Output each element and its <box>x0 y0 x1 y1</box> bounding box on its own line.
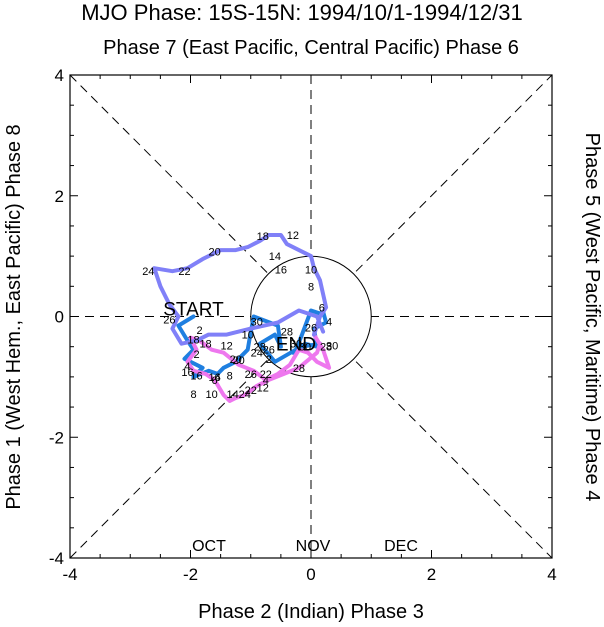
x-tick-label: -2 <box>183 565 198 584</box>
y-tick-label: -4 <box>49 549 64 568</box>
point-label: 24 <box>142 266 154 278</box>
point-label: 26 <box>245 369 257 381</box>
legend-entry-nov: NOV <box>296 538 331 555</box>
point-label: 30 <box>251 316 263 328</box>
point-label: 14 <box>227 389 239 401</box>
point-label: 8 <box>190 389 196 401</box>
point-label: 26 <box>163 315 175 327</box>
start-label: START <box>163 300 224 321</box>
point-label: 10 <box>242 330 254 342</box>
point-label: 12 <box>257 383 269 395</box>
series-line-nov <box>185 332 332 403</box>
point-label: 4 <box>184 361 190 373</box>
series-line-dec <box>152 233 329 346</box>
diagonal-line <box>69 74 553 559</box>
point-label: 22 <box>260 369 272 381</box>
point-label: 2 <box>266 354 272 366</box>
point-label: 14 <box>208 372 220 384</box>
point-label: 30 <box>326 340 338 352</box>
x-tick-label: 4 <box>547 565 556 584</box>
point-label: 2 <box>193 349 199 361</box>
y-tick-label: 0 <box>55 308 64 327</box>
point-label: 22 <box>245 385 257 397</box>
point-label: 6 <box>319 302 325 314</box>
point-label: 2 <box>196 325 202 337</box>
point-label: 20 <box>230 354 242 366</box>
point-label: 28 <box>320 342 332 354</box>
point-label: 18 <box>187 334 199 346</box>
point-label: 8 <box>308 281 314 293</box>
diagonal-line <box>69 74 553 559</box>
point-label: 16 <box>275 264 287 276</box>
point-label: 4 <box>326 316 332 328</box>
point-label: 22 <box>178 266 190 278</box>
point-label: 10 <box>205 389 217 401</box>
point-label: 30 <box>299 342 311 354</box>
point-label: 6 <box>215 372 221 384</box>
legend-entry-dec: DEC <box>384 538 418 555</box>
y-axis-label: Phase 1 (West Hem., East Pacific) Phase … <box>3 124 25 509</box>
point-label: 14 <box>269 251 281 263</box>
y-tick-label: -2 <box>49 428 64 447</box>
point-label: 24 <box>251 348 263 360</box>
x-tick-label: 2 <box>427 565 436 584</box>
point-label: 28 <box>254 342 266 354</box>
x-axis-label: Phase 2 (Indian) Phase 3 <box>198 601 424 623</box>
point-label: 20 <box>233 355 245 367</box>
point-label: 30 <box>290 339 302 351</box>
y-tick-label: 2 <box>55 187 64 206</box>
point-label: 28 <box>293 363 305 375</box>
point-label: 20 <box>208 246 220 258</box>
point-label: 4 <box>263 375 269 387</box>
point-label: 26 <box>263 345 275 357</box>
right-phase-label: Phase 5 (West Pacific, Maritime) Phase 4 <box>581 133 603 502</box>
point-label: 6 <box>212 375 218 387</box>
point-label: 8 <box>227 371 233 383</box>
y-tick-label: 4 <box>55 66 64 85</box>
point-label: 10 <box>305 264 317 276</box>
point-label: 28 <box>281 327 293 339</box>
point-label: 26 <box>305 322 317 334</box>
top-phase-label: Phase 7 (East Pacific, Central Pacific) … <box>103 37 519 59</box>
point-label: 24 <box>239 389 251 401</box>
point-label: 12 <box>287 230 299 242</box>
point-label: 18 <box>199 339 211 351</box>
x-tick-label: 0 <box>306 565 315 584</box>
end-label: END <box>276 335 316 356</box>
chart-title: MJO Phase: 15S-15N: 1994/10/1-1994/12/31 <box>81 0 523 25</box>
point-label: 12 <box>221 340 233 352</box>
x-tick-label: -4 <box>62 565 77 584</box>
legend-entry-oct: OCT <box>192 538 226 555</box>
point-label: 16 <box>190 371 202 383</box>
point-label: 18 <box>257 231 269 243</box>
point-label: 16 <box>181 367 193 379</box>
